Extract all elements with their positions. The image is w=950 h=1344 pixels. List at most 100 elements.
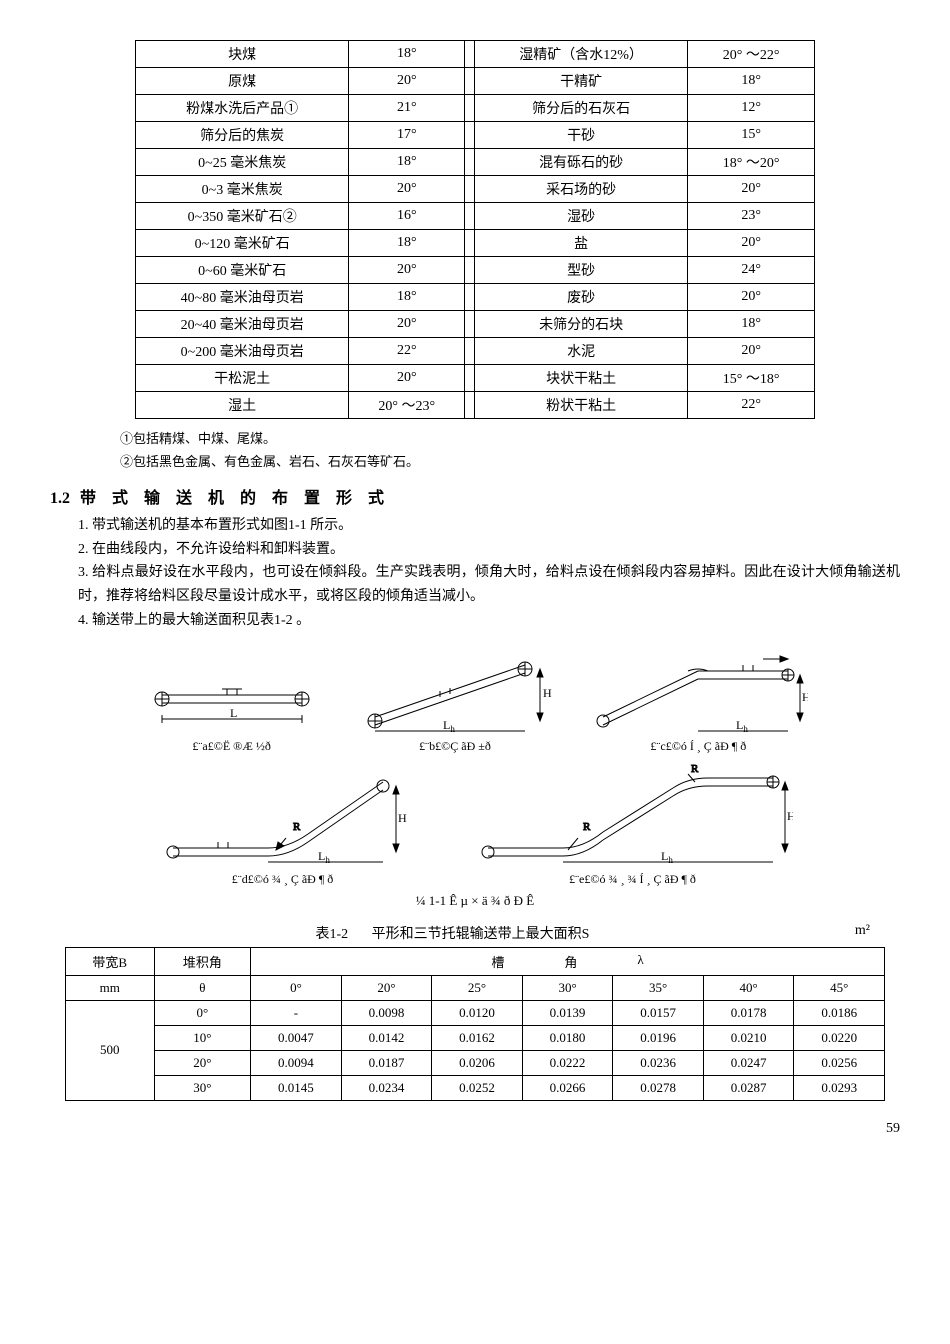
th-c0: 0° <box>251 975 342 1000</box>
th-angle: 堆积角 <box>154 947 251 975</box>
svg-text:L: L <box>230 706 237 720</box>
table2-cell: 10° <box>154 1025 251 1050</box>
table1-cell: 0~350 毫米矿石② <box>136 203 349 230</box>
table2-cell: 0.0256 <box>794 1050 885 1075</box>
table2-cell: 0.0278 <box>613 1075 704 1100</box>
table2-cell: 0.0222 <box>522 1050 613 1075</box>
svg-text:R: R <box>583 821 591 833</box>
table1-cell: 0~60 毫米矿石 <box>136 257 349 284</box>
table1-cell: 22° <box>349 338 465 365</box>
table1-cell <box>465 149 475 176</box>
fig-b: H Lh £¨b£©Ç ãÐ ±ð <box>355 647 555 754</box>
table1-cell: 干砂 <box>474 122 687 149</box>
fig-e-caption: £¨e£©ó ¾ ¸ ¾ Í ¸ Ç ãÐ ¶ ð <box>473 872 793 887</box>
table1-cell <box>465 176 475 203</box>
fig-c-caption: £¨c£©ó Í ¸ Ç ãÐ ¶ ð <box>588 739 808 754</box>
th-c3: 30° <box>522 975 613 1000</box>
table1-cell: 20° <box>349 176 465 203</box>
table1-cell <box>465 284 475 311</box>
table2-cell: 0.0120 <box>432 1000 523 1025</box>
table1-cell: 18° <box>349 230 465 257</box>
table1-cell <box>465 95 475 122</box>
svg-text:H: H <box>802 690 808 704</box>
fig-a: L £¨a£©Ë ®Æ ½ð <box>142 667 322 754</box>
table2-cell: 0.0098 <box>341 1000 432 1025</box>
table2-cell: - <box>251 1000 342 1025</box>
table1-cell <box>465 203 475 230</box>
svg-text:Lh: Lh <box>661 849 673 865</box>
table2-cell: 0.0157 <box>613 1000 704 1025</box>
th-c2: 25° <box>432 975 523 1000</box>
table1-cell: 20° <box>688 230 815 257</box>
table1-cell: 型砂 <box>474 257 687 284</box>
table1-cell: 18° <box>349 149 465 176</box>
table1-cell: 块煤 <box>136 41 349 68</box>
table1-cell: 21° <box>349 95 465 122</box>
table1-cell: 16° <box>349 203 465 230</box>
table1-cell: 干松泥土 <box>136 365 349 392</box>
table1-cell: 盐 <box>474 230 687 257</box>
table1-cell: 水泥 <box>474 338 687 365</box>
fig-d: R H Lh £¨d£©ó ¾ ¸ Ç ãÐ ¶ ð <box>158 760 408 887</box>
note-2: ②包括黑色金属、有色金属、岩石、石灰石等矿石。 <box>120 450 900 473</box>
table2-cell: 0.0142 <box>341 1025 432 1050</box>
para-3: 3. 给料点最好设在水平段内，也可设在倾斜段。生产实践表明，倾角大时，给料点设在… <box>78 561 900 609</box>
svg-text:Lh: Lh <box>736 718 748 734</box>
table1-cell: 0~25 毫米焦炭 <box>136 149 349 176</box>
section-heading: 1.2 带 式 输 送 机 的 布 置 形 式 <box>50 484 900 508</box>
table2-cell: 0.0247 <box>703 1050 794 1075</box>
figure-1-1: L £¨a£©Ë ®Æ ½ð <box>125 647 825 909</box>
table2-cell: 0.0139 <box>522 1000 613 1025</box>
table1-cell: 0~200 毫米油母页岩 <box>136 338 349 365</box>
table1-cell: 0~3 毫米焦炭 <box>136 176 349 203</box>
table1-cell: 17° <box>349 122 465 149</box>
table1-cell <box>465 257 475 284</box>
table1-cell: 湿精矿（含水12%） <box>474 41 687 68</box>
table1-cell: 20° <box>688 176 815 203</box>
table2-cell: 0.0162 <box>432 1025 523 1050</box>
table1-cell: 粉状干粘土 <box>474 392 687 419</box>
area-table: 带宽B 堆积角 槽 角 λ mm θ 0° 20° 25° 30° 35° 40… <box>65 947 885 1101</box>
table2-number: 表1-2 <box>315 927 348 942</box>
table2-cell: 0.0196 <box>613 1025 704 1050</box>
table1-cell: 20° ～23° <box>349 392 465 419</box>
table1-cell: 干精矿 <box>474 68 687 95</box>
svg-text:H: H <box>787 809 793 823</box>
table2-cell: 0.0252 <box>432 1075 523 1100</box>
table1-cell <box>465 122 475 149</box>
table1-cell <box>465 365 475 392</box>
table1-cell: 12° <box>688 95 815 122</box>
table1-cell: 20° <box>688 338 815 365</box>
table2-cell: 0.0178 <box>703 1000 794 1025</box>
para-1: 1. 带式输送机的基本布置形式如图1-1 所示。 <box>78 514 900 538</box>
table1-cell: 40~80 毫米油母页岩 <box>136 284 349 311</box>
table2-cell: 20° <box>154 1050 251 1075</box>
para-2: 2. 在曲线段内，不允许设给料和卸料装置。 <box>78 538 900 562</box>
table2-cell: 0.0187 <box>341 1050 432 1075</box>
table2-caption: 平形和三节托辊输送带上最大面积S <box>372 927 590 942</box>
svg-text:H: H <box>398 811 407 825</box>
table2-cell: 0.0180 <box>522 1025 613 1050</box>
fig-e: R R H Lh £¨e£©ó ¾ ¸ ¾ Í ¸ Ç ãÐ ¶ ð <box>473 760 793 887</box>
table1-cell: 18° ～20° <box>688 149 815 176</box>
table2-cell: 0.0236 <box>613 1050 704 1075</box>
table2-cell: 0.0220 <box>794 1025 885 1050</box>
table1-cell: 20° <box>349 311 465 338</box>
figure-main-caption: ¼ 1-1 Ê µ × ä ¾ ð Ð Ê <box>125 893 825 909</box>
table2-cell: 0.0287 <box>703 1075 794 1100</box>
table1-cell <box>465 392 475 419</box>
svg-text:Lh: Lh <box>443 718 455 734</box>
table1-cell: 原煤 <box>136 68 349 95</box>
fig-a-caption: £¨a£©Ë ®Æ ½ð <box>142 739 322 754</box>
fig-d-caption: £¨d£©ó ¾ ¸ Ç ãÐ ¶ ð <box>158 872 408 887</box>
th-c5: 40° <box>703 975 794 1000</box>
svg-text:R: R <box>293 821 301 833</box>
th-mm: mm <box>66 975 155 1000</box>
table1-cell: 20° <box>349 68 465 95</box>
th-c1: 20° <box>341 975 432 1000</box>
table1-cell: 20° <box>349 365 465 392</box>
table2-cell: 0.0145 <box>251 1075 342 1100</box>
table2-bw: 500 <box>66 1000 155 1100</box>
table1-cell <box>465 338 475 365</box>
table1-cell: 20° <box>349 257 465 284</box>
